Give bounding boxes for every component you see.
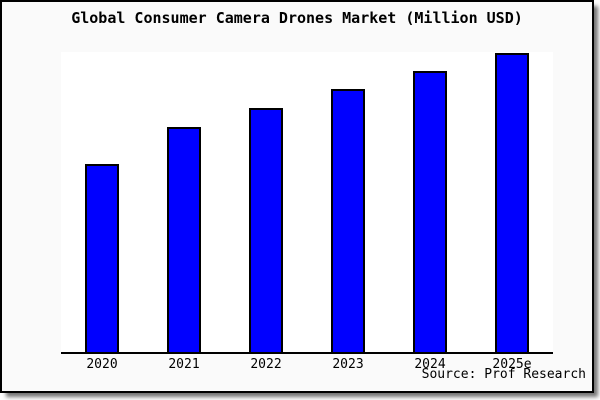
bar-slot-2023 (307, 52, 389, 352)
source-note: Source: Prof Research (421, 367, 586, 382)
chart-title: Global Consumer Camera Drones Market (Mi… (71, 9, 523, 27)
bar-slot-2024 (389, 52, 471, 352)
x-tick-label-2021: 2021 (168, 357, 200, 372)
bar-slot-2025e (471, 52, 553, 352)
bar-2024 (413, 71, 447, 352)
bar-2025e (495, 53, 529, 352)
bar-slot-2022 (225, 52, 307, 352)
bar-slot-2021 (143, 52, 225, 352)
chart-frame: Global Consumer Camera Drones Market (Mi… (0, 0, 594, 393)
bar-2022 (249, 108, 283, 352)
x-tick-label-2022: 2022 (250, 357, 282, 372)
bar-slot-2020 (61, 52, 143, 352)
x-tick-label-2024: 2024 (414, 357, 446, 372)
bar-2020 (85, 164, 119, 352)
x-tick-label-2023: 2023 (332, 357, 364, 372)
plot-area (61, 52, 553, 354)
x-axis-labels: 2020 2021 2022 2023 2024 2025e (61, 357, 553, 372)
bar-2023 (331, 89, 365, 352)
x-tick-label-2025e: 2025e (492, 357, 532, 372)
bar-2021 (167, 127, 201, 352)
x-tick-label-2020: 2020 (86, 357, 118, 372)
